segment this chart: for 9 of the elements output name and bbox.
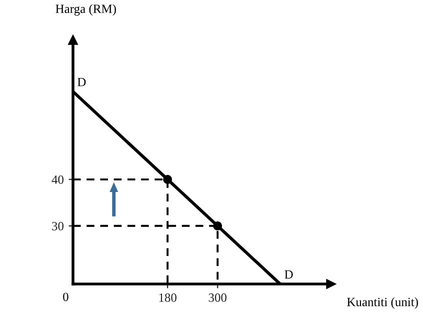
annotation: D xyxy=(78,78,86,86)
x-tick-label: 300 xyxy=(208,293,226,302)
x-axis-title: Kuantiti (unit) xyxy=(347,297,418,309)
y-tick-label: 40 xyxy=(52,175,64,184)
x-tick-label: 180 xyxy=(159,293,176,302)
annotation: D xyxy=(284,270,293,279)
text: 0 xyxy=(63,292,68,302)
y-tick-label: 30 xyxy=(52,222,64,230)
y-axis-title: Harga (RM) xyxy=(56,4,116,16)
